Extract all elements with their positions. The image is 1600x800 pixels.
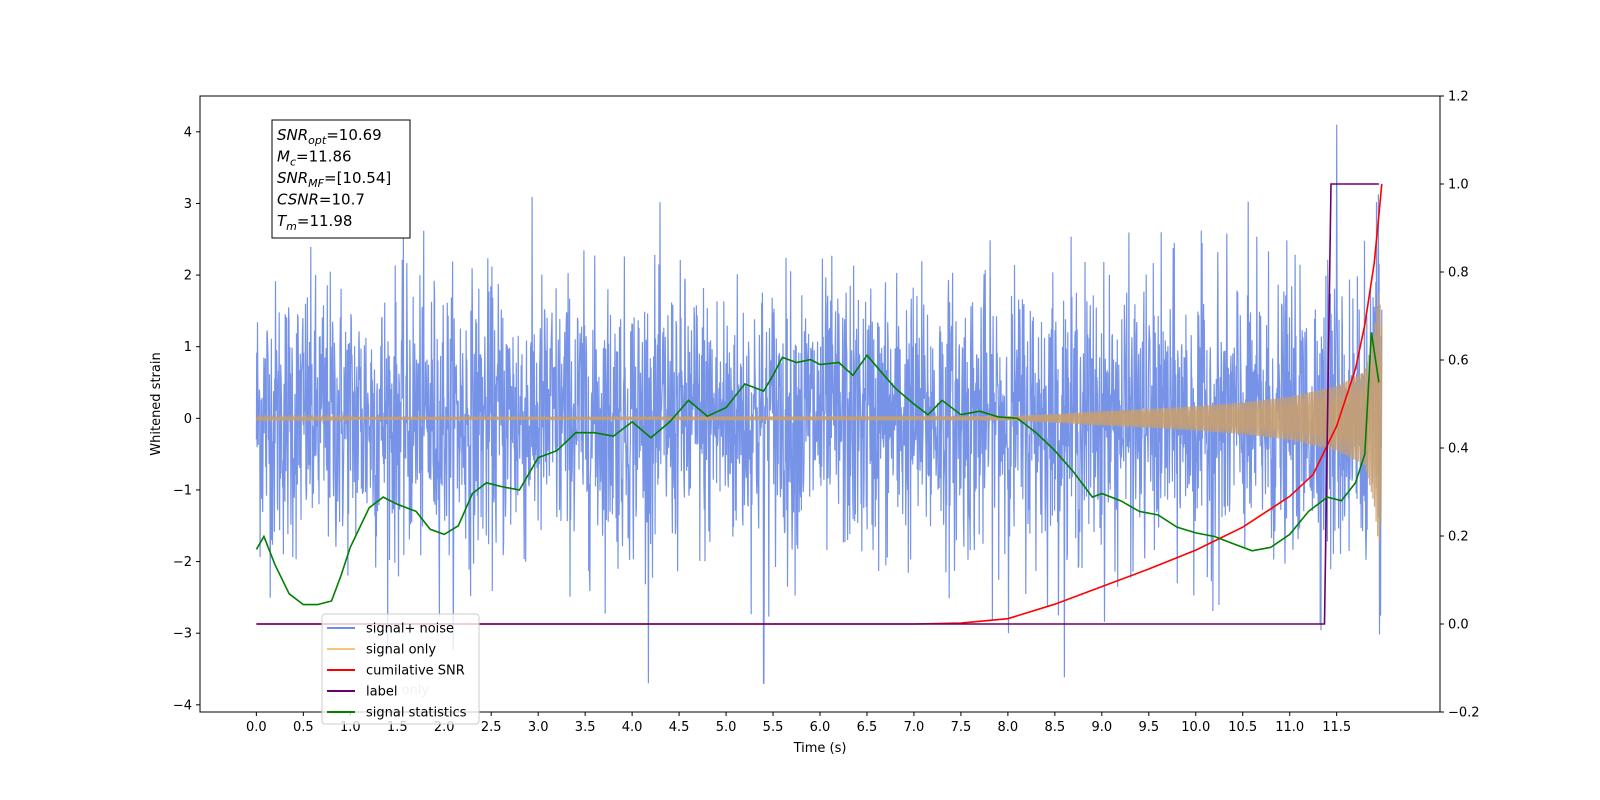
x-tick-label: 3.0 <box>528 720 549 735</box>
x-tick-label: 7.5 <box>951 720 972 735</box>
x-tick-label: 4.5 <box>669 720 690 735</box>
x-tick-label: 11.0 <box>1275 720 1304 735</box>
y-tick-label: −4 <box>173 698 192 713</box>
y-tick-label: 4 <box>184 125 192 140</box>
y-axis-right: 1.2 1.0 0.8 0.6 0.4 0.2 0.0 −0.2 <box>1440 90 1480 721</box>
x-tick-label: 10.0 <box>1181 720 1210 735</box>
y2-tick-label: 0.8 <box>1448 266 1469 281</box>
y-tick-label: 0 <box>184 412 192 427</box>
x-tick-label: 4.0 <box>622 720 643 735</box>
y-tick-label: −3 <box>173 627 192 642</box>
annotation-line: SNRMF=[10.54] <box>277 169 391 190</box>
x-tick-label: 3.5 <box>575 720 596 735</box>
plot-area <box>255 124 1383 684</box>
x-tick-label: 9.5 <box>1138 720 1159 735</box>
x-tick-label: 10.5 <box>1228 720 1257 735</box>
legend-label: signal+ noise <box>366 622 454 637</box>
y2-tick-label: 1.2 <box>1448 90 1469 105</box>
x-tick-label: 11.5 <box>1322 720 1351 735</box>
x-tick-label: 5.5 <box>763 720 784 735</box>
series-signal-statistics-line <box>255 332 1380 606</box>
y-axis-label: Whitened strain <box>149 352 164 455</box>
legend-label: signal statistics <box>366 706 467 721</box>
y2-tick-label: −0.2 <box>1448 706 1480 721</box>
y2-tick-label: 0.4 <box>1448 442 1469 457</box>
y2-tick-label: 0.6 <box>1448 354 1469 369</box>
annotation-line: SNRopt=10.69 <box>277 126 382 147</box>
legend-frame <box>321 613 480 725</box>
y2-tick-label: 1.0 <box>1448 178 1469 193</box>
x-axis: 0.0 0.5 1.0 1.5 2.0 2.5 3.0 3.5 4.0 4.5 5.0 5.5 6.0 6… <box>246 712 1351 735</box>
series-signal-noise-line <box>255 124 1383 684</box>
x-tick-label: 0.5 <box>293 720 314 735</box>
legend-label: signal only <box>366 643 436 658</box>
x-tick-label: 0.0 <box>246 720 267 735</box>
x-tick-label: 9.0 <box>1091 720 1112 735</box>
x-tick-label: 8.0 <box>998 720 1019 735</box>
annotation-line: Tm=11.98 <box>277 212 352 233</box>
y2-tick-label: 0.2 <box>1448 530 1469 545</box>
x-tick-label: 8.5 <box>1045 720 1066 735</box>
annotation-box: SNRopt=10.69Mc=11.86SNRMF=[10.54]CSNR=10… <box>271 119 411 239</box>
legend-label: label <box>366 685 397 700</box>
annotation-line: CSNR=10.7 <box>277 191 365 209</box>
x-axis-label: Time (s) <box>793 741 847 756</box>
annotation-line: Mc=11.86 <box>277 148 352 169</box>
x-tick-label: 2.5 <box>481 720 502 735</box>
series-label-line <box>256 183 1379 625</box>
y2-tick-label: 0.0 <box>1448 618 1469 633</box>
legend-label: cumilative SNR <box>366 664 465 679</box>
y-tick-label: −1 <box>173 483 192 498</box>
x-tick-label: 6.5 <box>857 720 878 735</box>
y-tick-label: 3 <box>184 197 192 212</box>
y-tick-label: −2 <box>173 555 192 570</box>
series-cumulative-snr-line <box>256 183 1383 625</box>
x-tick-label: 7.0 <box>904 720 925 735</box>
y-axis-left: 4 3 2 1 0 −1 −2 −3 −4 <box>173 125 200 713</box>
series-signal-only-line <box>255 292 1383 543</box>
y-tick-label: 2 <box>184 269 192 284</box>
y-tick-label: 1 <box>184 340 192 355</box>
x-tick-label: 6.0 <box>810 720 831 735</box>
annotation-box-frame <box>271 119 411 239</box>
x-tick-label: 5.0 <box>716 720 737 735</box>
